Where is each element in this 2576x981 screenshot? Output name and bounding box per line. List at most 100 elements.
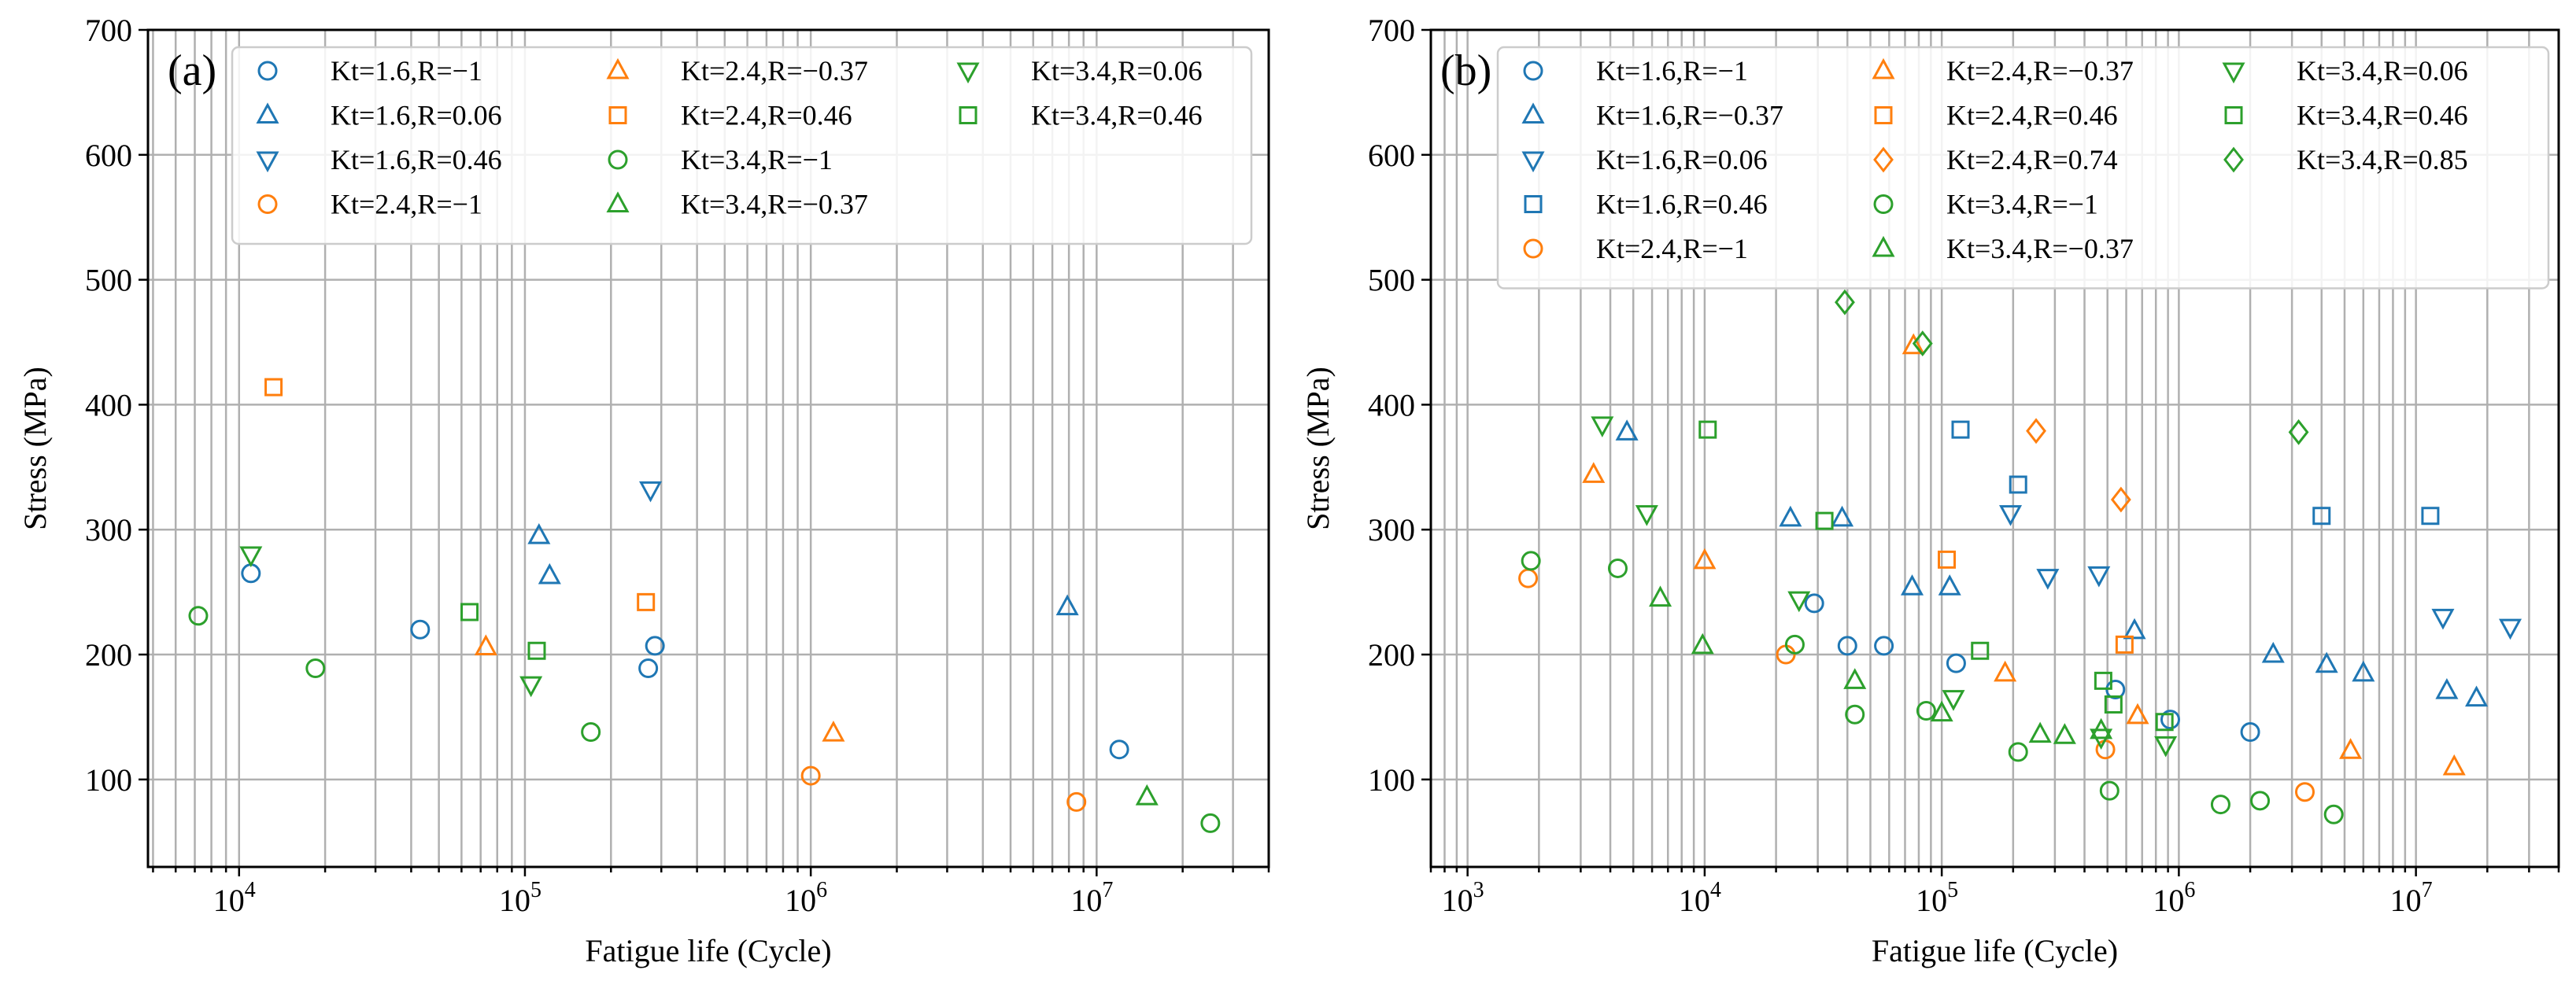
data-point — [2312, 507, 2331, 526]
legend-item: Kt=3.4,R=0.46 — [2224, 100, 2468, 131]
data-point — [2315, 651, 2338, 673]
legend-marker — [1524, 195, 1543, 213]
data-point — [519, 676, 543, 698]
data-point — [2435, 677, 2459, 699]
legend-item: Kt=1.6,R=−0.37 — [1521, 100, 1783, 131]
x-tick-base: 10 — [213, 883, 245, 918]
data-point — [1912, 330, 1933, 357]
data-point — [581, 721, 601, 742]
legend-label: Kt=1.6,R=−1 — [331, 55, 482, 87]
legend-label: Kt=3.4,R=0.06 — [1031, 55, 1203, 87]
legend-item: Kt=1.6,R=0.06 — [256, 100, 502, 131]
legend-marker — [1523, 61, 1543, 81]
legend-item: Kt=1.6,R=0.46 — [1524, 189, 1768, 220]
x-tick-exponent: 6 — [2184, 878, 2195, 902]
x-tick-base: 10 — [785, 883, 816, 918]
data-point — [2110, 486, 2131, 513]
data-point — [1779, 505, 1802, 527]
data-point — [1066, 791, 1087, 812]
legend-label: Kt=2.4,R=−1 — [1596, 233, 1748, 264]
series-10 — [460, 603, 546, 660]
data-point — [2339, 738, 2363, 759]
series-8 — [1135, 784, 1159, 806]
legend-marker — [606, 191, 630, 212]
legend-marker — [256, 102, 279, 124]
legend-label: Kt=3.4,R=0.46 — [2297, 100, 2468, 131]
data-point — [527, 641, 546, 660]
data-point — [1837, 636, 1857, 656]
data-point — [822, 720, 845, 742]
panel-label: (b) — [1440, 46, 1491, 95]
data-point — [1582, 462, 1606, 483]
legend-label: Kt=3.4,R=0.06 — [2297, 55, 2468, 87]
series-12 — [1698, 420, 2174, 732]
legend-item: Kt=2.4,R=−0.37 — [606, 55, 868, 87]
legend-label: Kt=2.4,R=0.46 — [681, 100, 852, 131]
data-point — [1784, 634, 1805, 655]
data-point — [474, 634, 497, 656]
legend-label: Kt=3.4,R=0.46 — [1031, 100, 1203, 131]
data-point — [1916, 700, 1936, 721]
series-9 — [239, 546, 543, 698]
data-point — [2026, 418, 2046, 444]
data-point — [1835, 289, 1855, 315]
legend-label: Kt=1.6,R=−1 — [1596, 55, 1748, 87]
legend-marker — [1873, 146, 1894, 173]
legend-label: Kt=1.6,R=−0.37 — [1596, 100, 1783, 131]
legend-label: Kt=1.6,R=0.06 — [1596, 144, 1768, 175]
series-4 — [1951, 420, 2440, 526]
x-tick-exponent: 7 — [1102, 878, 1113, 902]
data-point — [1902, 333, 1925, 355]
data-point — [1649, 585, 1672, 607]
y-tick-label: 700 — [85, 13, 132, 48]
y-tick-label: 500 — [85, 263, 132, 298]
legend-label: Kt=1.6,R=0.06 — [331, 100, 502, 131]
data-point — [2053, 723, 2076, 744]
data-point — [1843, 668, 1867, 689]
x-tick-exponent: 5 — [1947, 878, 1958, 902]
x-tick-base: 10 — [499, 883, 530, 918]
x-axis-title: Fatigue life (Cycle) — [585, 933, 831, 968]
data-point — [1698, 420, 1717, 439]
legend: Kt=1.6,R=−1 Kt=1.6,R=0.06 Kt=1.6,R=0.46 Kt=… — [231, 46, 1253, 245]
series-5 — [1518, 568, 2315, 802]
data-point — [2036, 569, 2060, 590]
x-tick-base: 10 — [1679, 883, 1710, 918]
data-point — [2421, 507, 2440, 526]
data-point — [2154, 736, 2178, 758]
x-tick-base: 10 — [1916, 883, 1947, 918]
data-point — [637, 592, 656, 611]
legend-label: Kt=2.4,R=−0.37 — [681, 55, 868, 87]
y-axis-title: Stress (MPa) — [1300, 367, 1336, 530]
y-tick-label: 300 — [1368, 512, 1415, 548]
legend-label: Kt=3.4,R=−0.37 — [1946, 233, 2134, 264]
plot-frame — [1429, 28, 2560, 869]
y-tick-label: 300 — [85, 512, 132, 548]
x-tick-label: 106 — [2153, 878, 2195, 918]
series-6 — [264, 378, 656, 611]
data-point — [2099, 780, 2120, 801]
x-tick-exponent: 4 — [1710, 878, 1721, 902]
legend-label: Kt=2.4,R=0.46 — [1946, 100, 2118, 131]
data-point — [1930, 700, 1953, 722]
x-tick-exponent: 4 — [245, 878, 256, 902]
data-point — [2160, 710, 2180, 730]
data-point — [2210, 795, 2230, 815]
x-axis-title: Fatigue life (Cycle) — [1872, 933, 2118, 968]
data-point — [1815, 511, 1834, 530]
legend-marker — [1874, 106, 1893, 124]
legend-label: Kt=3.4,R=0.85 — [2297, 144, 2468, 175]
legend-item: Kt=2.4,R=−1 — [257, 189, 482, 220]
legend-marker — [1872, 235, 1895, 257]
legend-item: Kt=1.6,R=−1 — [1523, 55, 1748, 87]
data-point — [1135, 784, 1159, 806]
legend-box — [231, 46, 1253, 245]
data-point — [1804, 593, 1824, 614]
series-13 — [1835, 289, 2309, 445]
legend-marker — [1872, 57, 1895, 79]
legend-item: Kt=1.6,R=0.06 — [1521, 144, 1768, 175]
data-point — [2087, 566, 2111, 588]
data-point — [1946, 653, 1966, 673]
